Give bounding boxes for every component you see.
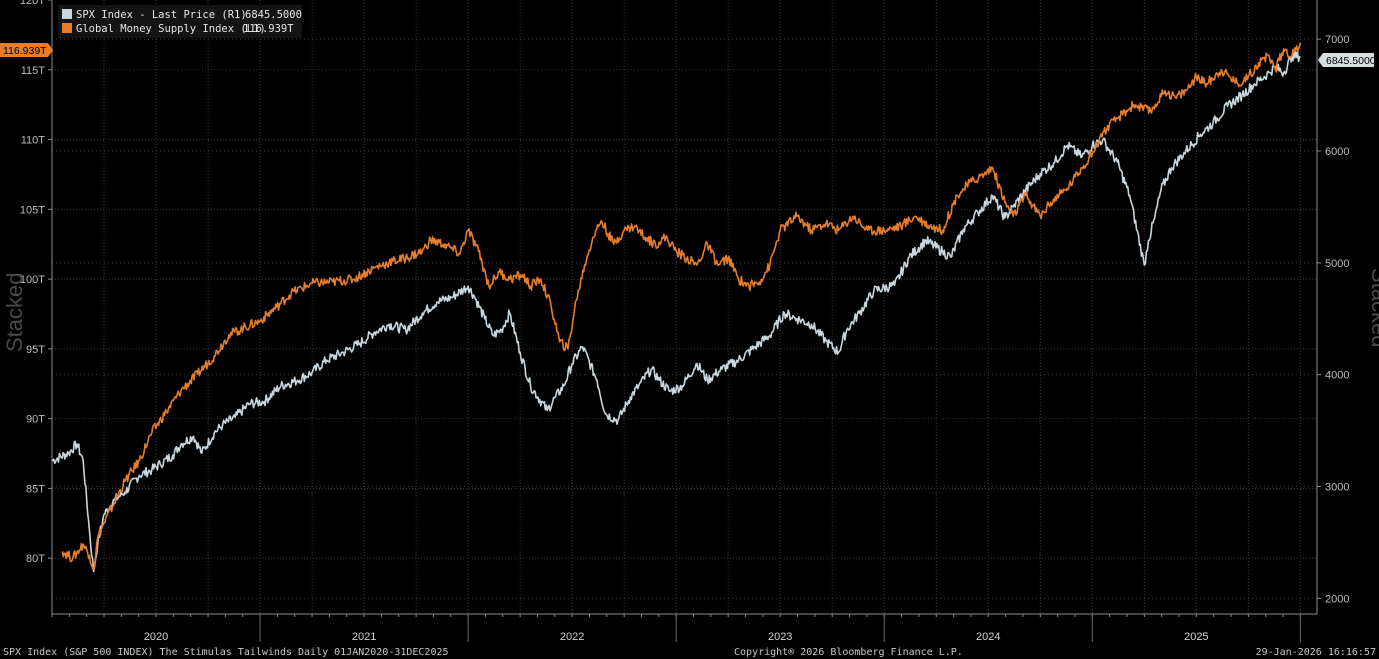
- right-last-value: 6845.5000: [1326, 55, 1376, 67]
- right-axis-ticks: 2000 3000 4000 5000 6000 7000: [1317, 34, 1349, 605]
- spx-series-line: [51, 50, 1301, 573]
- money-supply-series-line: [61, 42, 1302, 571]
- right-tick-label: 5000: [1325, 258, 1349, 270]
- left-tick-label: 115T: [21, 65, 46, 77]
- x-tick-label: 2024: [976, 631, 1000, 643]
- x-tick-label: 2020: [144, 631, 168, 643]
- footer-left: SPX Index (S&P 500 INDEX) The Stimulas T…: [3, 647, 449, 658]
- footer: SPX Index (S&P 500 INDEX) The Stimulas T…: [3, 647, 1376, 658]
- left-axis-ticks: 80T 85T 90T 95T 100T 105T 110T 115T 120T: [20, 0, 52, 565]
- left-tick-label: 90T: [26, 414, 45, 426]
- legend-label-money: Global Money Supply Index (L1): [76, 23, 266, 35]
- footer-right: 29-Jan-2026 16:16:57: [1256, 647, 1376, 658]
- left-last-value-tag: 116.939T: [0, 43, 53, 57]
- legend-swatch-spx: [62, 9, 72, 19]
- legend-value-money: 116.939T: [243, 23, 294, 35]
- right-tick-label: 6000: [1325, 146, 1349, 158]
- footer-center: Copyright® 2026 Bloomberg Finance L.P.: [734, 647, 963, 658]
- series-lines: [51, 42, 1302, 573]
- right-axis-label: Stacked: [1367, 268, 1379, 348]
- left-tick-label: 100T: [20, 274, 45, 286]
- axes: [51, 0, 1318, 615]
- gridlines: [52, 0, 1317, 614]
- left-tick-label: 85T: [26, 483, 45, 495]
- right-last-value-tag: 6845.5000: [1318, 53, 1376, 67]
- right-tick-label: 7000: [1325, 34, 1349, 46]
- legend-value-spx: 6845.5000: [245, 9, 302, 21]
- x-tick-label: 2025: [1184, 631, 1208, 643]
- right-tick-label: 2000: [1325, 593, 1349, 605]
- left-tick-label: 80T: [26, 553, 45, 565]
- left-axis-label: Stacked: [2, 273, 27, 353]
- left-tick-label: 110T: [21, 135, 46, 147]
- x-tick-label: 2023: [768, 631, 792, 643]
- legend-swatch-money: [62, 23, 72, 33]
- left-tick-label: 105T: [20, 204, 45, 216]
- legend-label-spx: SPX Index - Last Price (R1): [76, 9, 247, 21]
- left-tick-label: 95T: [26, 344, 45, 356]
- x-tick-label: 2021: [352, 631, 376, 643]
- x-tick-label: 2022: [560, 631, 584, 643]
- right-tick-label: 3000: [1325, 482, 1349, 494]
- right-tick-label: 4000: [1325, 370, 1349, 382]
- x-axis-ticks: 2020 2021 2022 2023 2024 2025: [51, 614, 1301, 643]
- left-tick-label: 120T: [20, 0, 45, 7]
- left-last-value: 116.939T: [3, 45, 47, 57]
- legend: SPX Index - Last Price (R1) 6845.5000 Gl…: [58, 5, 302, 38]
